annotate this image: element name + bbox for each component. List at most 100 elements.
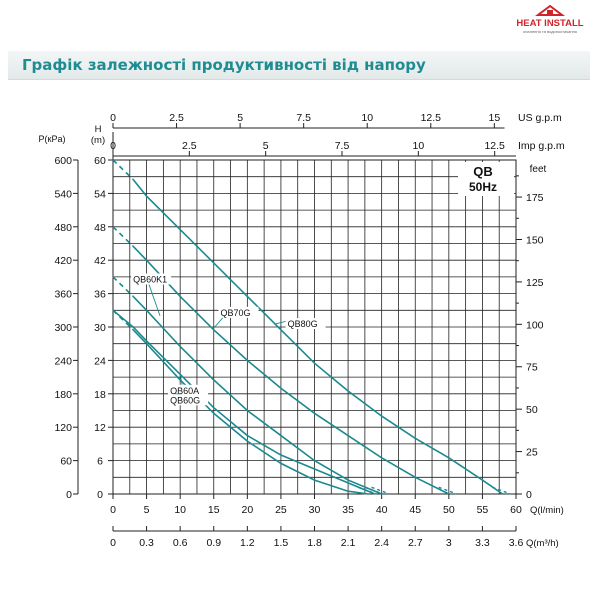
p-tick-label: 360 bbox=[54, 289, 72, 301]
h-tick-label: 42 bbox=[94, 255, 106, 267]
page-title: Графік залежності продуктивності від нап… bbox=[22, 56, 426, 74]
q-m3h-tick-label: 3 bbox=[446, 537, 452, 549]
model-badge: QB bbox=[473, 164, 493, 179]
brand-logo: HEAT INSTALL опалення та водопостачання bbox=[500, 4, 600, 38]
h-tick-label: 18 bbox=[94, 389, 106, 401]
curve-qb60k1 bbox=[132, 295, 382, 495]
series-label-qb60a: QB60A bbox=[170, 386, 199, 396]
label-bg-qb60g bbox=[168, 394, 209, 406]
feet-tick-label: 100 bbox=[526, 319, 544, 331]
us-gpm-tick-label: 0 bbox=[110, 112, 116, 124]
p-tick-label: 480 bbox=[54, 222, 72, 234]
us-gpm-tick-label: 15 bbox=[488, 112, 500, 124]
p-tick-label: 0 bbox=[66, 489, 72, 501]
q-m3h-tick-label: 1.8 bbox=[307, 537, 322, 549]
q-lmin-tick-label: 20 bbox=[241, 504, 253, 516]
curve-dashed-qb80g bbox=[112, 159, 134, 181]
badge-background bbox=[458, 162, 514, 196]
us-gpm-axis-label: US g.p.m bbox=[518, 112, 562, 124]
feet-tick-label: 50 bbox=[526, 404, 538, 416]
q-lmin-tick-label: 30 bbox=[309, 504, 321, 516]
feet-tick-label: 0 bbox=[526, 489, 532, 501]
label-bg-qb70g bbox=[218, 306, 259, 318]
feet-tick-label: 150 bbox=[526, 234, 544, 246]
curve-qb80g bbox=[132, 178, 504, 495]
q-lmin-tick-label: 60 bbox=[510, 504, 522, 516]
q-m3h-tick-label: 1.5 bbox=[274, 537, 289, 549]
p-tick-label: 600 bbox=[54, 155, 72, 167]
imp-gpm-tick-label: 2.5 bbox=[182, 140, 197, 152]
curve-dashed-qb70g bbox=[112, 226, 134, 247]
q-m3h-tick-label: 2.4 bbox=[374, 537, 389, 549]
imp-gpm-tick-label: 5 bbox=[263, 140, 269, 152]
p-tick-label: 120 bbox=[54, 422, 72, 434]
h-axis-label: H bbox=[95, 124, 102, 135]
h-tick-label: 48 bbox=[94, 222, 106, 234]
p-tick-label: 540 bbox=[54, 188, 72, 200]
q-m3h-tick-label: 3.3 bbox=[475, 537, 490, 549]
p-axis-label: P(кPa) bbox=[39, 134, 66, 144]
q-m3h-tick-label: 0.6 bbox=[173, 537, 188, 549]
us-gpm-tick-label: 7.5 bbox=[296, 112, 311, 124]
q-lmin-tick-label: 40 bbox=[376, 504, 388, 516]
h-tick-label: 24 bbox=[94, 355, 106, 367]
curve-qb60a bbox=[112, 309, 376, 495]
q-m3h-tick-label: 0 bbox=[110, 537, 116, 549]
frequency-badge: 50Hz bbox=[469, 180, 497, 194]
p-tick-label: 60 bbox=[60, 456, 72, 468]
q-lmin-tick-label: 50 bbox=[443, 504, 455, 516]
p-tick-label: 240 bbox=[54, 355, 72, 367]
pump-performance-chart: H(m)06121824303642485460P(кPa)0601201802… bbox=[39, 112, 565, 549]
imp-gpm-tick-label: 10 bbox=[412, 140, 424, 152]
h-tick-label: 0 bbox=[97, 489, 103, 501]
q-lmin-tick-label: 15 bbox=[208, 504, 220, 516]
p-tick-label: 420 bbox=[54, 255, 72, 267]
feet-tick-label: 75 bbox=[526, 362, 538, 374]
label-bg-qb60k1 bbox=[131, 273, 172, 285]
h-axis-unit: (m) bbox=[91, 135, 105, 146]
q-m3h-tick-label: 3.6 bbox=[509, 537, 524, 549]
series-label-qb60g: QB60G bbox=[170, 395, 200, 405]
feet-tick-label: 25 bbox=[526, 447, 538, 459]
us-gpm-tick-label: 2.5 bbox=[169, 112, 184, 124]
house-logo-icon: HEAT INSTALL опалення та водопостачання bbox=[516, 4, 584, 34]
h-tick-label: 30 bbox=[94, 322, 106, 334]
feet-axis-label: feet bbox=[530, 164, 547, 175]
imp-gpm-tick-label: 7.5 bbox=[335, 140, 350, 152]
p-tick-label: 180 bbox=[54, 389, 72, 401]
q-m3h-tick-label: 2.1 bbox=[341, 537, 356, 549]
p-tick-label: 300 bbox=[54, 322, 72, 334]
q-lmin-axis-label: Q(l/min) bbox=[530, 505, 564, 516]
q-m3h-tick-label: 0.3 bbox=[139, 537, 154, 549]
q-m3h-axis-label: Q(m³/h) bbox=[526, 538, 559, 549]
q-lmin-tick-label: 0 bbox=[110, 504, 116, 516]
q-lmin-tick-label: 10 bbox=[174, 504, 186, 516]
series-label-qb70g: QB70G bbox=[220, 308, 250, 318]
us-gpm-tick-label: 10 bbox=[361, 112, 373, 124]
label-leader-qb60a bbox=[179, 374, 183, 385]
curve-qb60g bbox=[132, 329, 369, 495]
h-tick-label: 60 bbox=[94, 155, 106, 167]
feet-tick-label: 175 bbox=[526, 192, 544, 204]
q-lmin-tick-label: 45 bbox=[409, 504, 421, 516]
feet-tick-label: 125 bbox=[526, 277, 544, 289]
us-gpm-tick-label: 5 bbox=[237, 112, 243, 124]
curve-dashed-qb60k1 bbox=[112, 276, 134, 297]
h-tick-label: 36 bbox=[94, 289, 106, 301]
q-lmin-tick-label: 55 bbox=[477, 504, 489, 516]
us-gpm-tick-label: 12.5 bbox=[421, 112, 442, 124]
q-lmin-tick-label: 35 bbox=[342, 504, 354, 516]
logo-text: HEAT INSTALL bbox=[516, 18, 583, 29]
imp-gpm-tick-label: 12.5 bbox=[484, 140, 505, 152]
imp-gpm-tick-label: 0 bbox=[110, 140, 116, 152]
q-m3h-tick-label: 2.7 bbox=[408, 537, 423, 549]
h-tick-label: 54 bbox=[94, 188, 106, 200]
q-m3h-tick-label: 0.9 bbox=[206, 537, 221, 549]
label-bg-qb60a bbox=[168, 384, 209, 396]
header-bar: Графік залежності продуктивності від нап… bbox=[8, 51, 590, 80]
series-label-qb80g: QB80G bbox=[288, 319, 318, 329]
q-m3h-tick-label: 1.2 bbox=[240, 537, 255, 549]
q-lmin-tick-label: 5 bbox=[144, 504, 150, 516]
imp-gpm-axis-label: Imp g.p.m bbox=[518, 140, 565, 152]
label-bg-qb80g bbox=[285, 318, 326, 329]
